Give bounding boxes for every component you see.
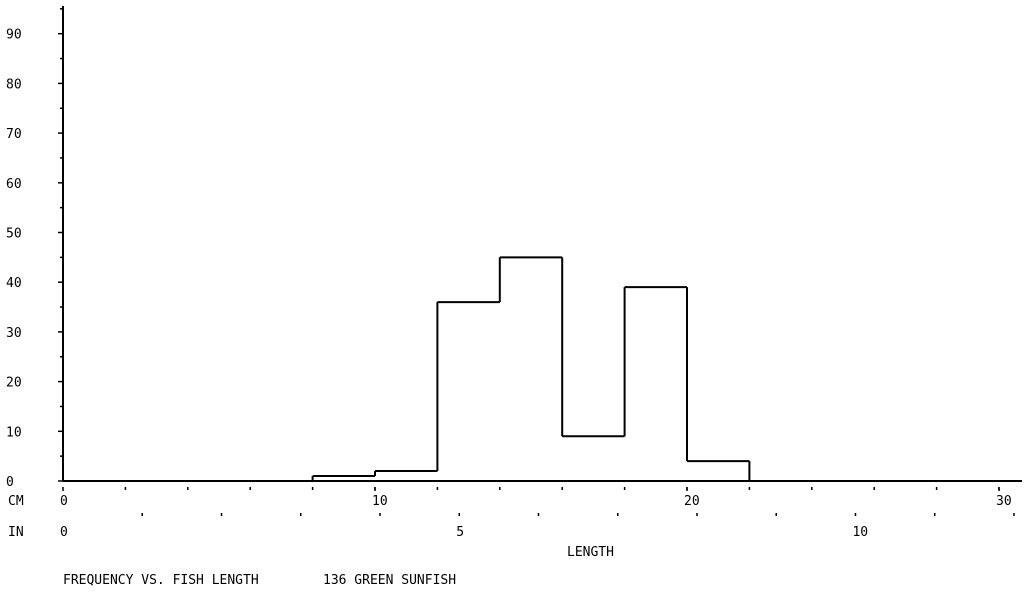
in-tick-label: 5 bbox=[456, 525, 464, 540]
x-axis-title: LENGTH bbox=[567, 545, 614, 560]
chart-subtitle: 136 GREEN SUNFISH bbox=[323, 573, 456, 588]
cm-tick-label: 0 bbox=[60, 494, 68, 509]
y-tick-label: 30 bbox=[6, 326, 22, 341]
in-tick-label: 0 bbox=[60, 525, 68, 540]
cm-axis-label: CM bbox=[8, 494, 24, 509]
cm-tick-label: 20 bbox=[684, 494, 700, 509]
chart-title: FREQUENCY VS. FISH LENGTH bbox=[63, 573, 259, 588]
y-tick-label: 50 bbox=[6, 227, 22, 242]
y-tick-label: 40 bbox=[6, 276, 22, 291]
y-tick-label: 10 bbox=[6, 425, 22, 440]
histogram-bars bbox=[311, 256, 751, 481]
y-tick-label: 0 bbox=[6, 475, 14, 490]
y-tick-label: 60 bbox=[6, 177, 22, 192]
y-tick-label: 90 bbox=[6, 28, 22, 43]
in-axis-label: IN bbox=[8, 525, 24, 540]
in-tick-label: 10 bbox=[852, 525, 868, 540]
cm-tick-label: 30 bbox=[996, 494, 1012, 509]
y-tick-label: 80 bbox=[6, 77, 22, 92]
y-axis: 0 10 20 30 40 50 60 70 80 90 bbox=[6, 6, 64, 490]
cm-tick-label: 10 bbox=[372, 494, 388, 509]
y-tick-label: 70 bbox=[6, 127, 22, 142]
y-tick-label: 20 bbox=[6, 376, 22, 391]
x-axis: 0 10 20 30 0 5 10 bbox=[60, 480, 1022, 540]
